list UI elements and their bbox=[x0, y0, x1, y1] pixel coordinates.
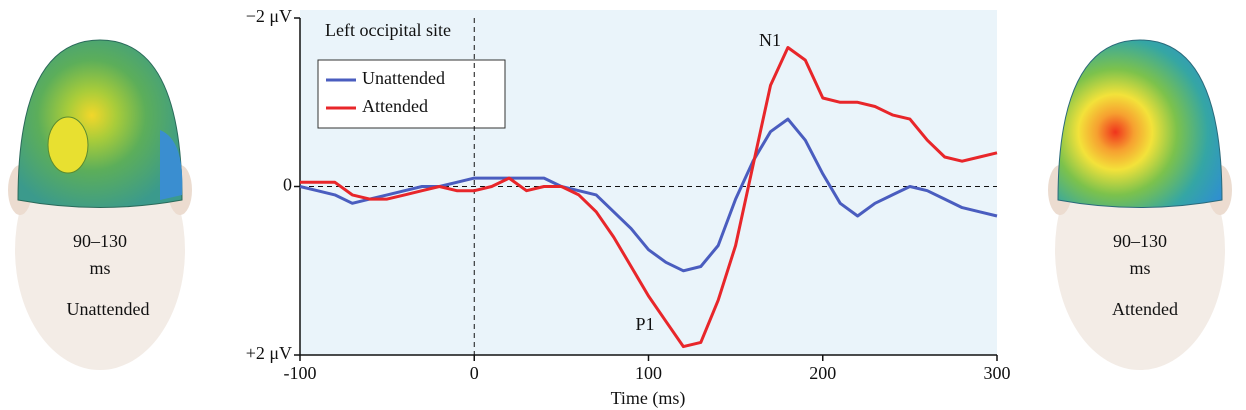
chart-title: Left occipital site bbox=[325, 20, 451, 40]
head-attended bbox=[1048, 39, 1232, 370]
head-unit: ms bbox=[1129, 258, 1150, 278]
x-tick-label: 100 bbox=[635, 363, 662, 383]
x-axis-label: Time (ms) bbox=[611, 388, 686, 409]
y-tick-label: −2 μV bbox=[246, 6, 292, 26]
legend-label: Unattended bbox=[362, 68, 445, 88]
annotation: P1 bbox=[635, 314, 654, 334]
head-label: Attended bbox=[1112, 299, 1178, 319]
head-unit: ms bbox=[89, 258, 110, 278]
x-tick-label: -100 bbox=[284, 363, 317, 383]
y-tick-label: 0 bbox=[283, 175, 292, 195]
line bbox=[300, 46, 998, 349]
line bbox=[299, 117, 998, 273]
legend-label: Attended bbox=[362, 96, 428, 116]
x-tick-label: 300 bbox=[984, 363, 1011, 383]
x-tick-label: 0 bbox=[470, 363, 479, 383]
x-tick-label: 200 bbox=[809, 363, 836, 383]
head-time: 90–130 bbox=[1113, 231, 1167, 251]
y-tick-label: +2 μV bbox=[246, 343, 292, 363]
head-time: 90–130 bbox=[73, 231, 127, 251]
head-unattended bbox=[8, 39, 192, 370]
head-label: Unattended bbox=[67, 299, 150, 319]
annotation: N1 bbox=[759, 30, 781, 50]
